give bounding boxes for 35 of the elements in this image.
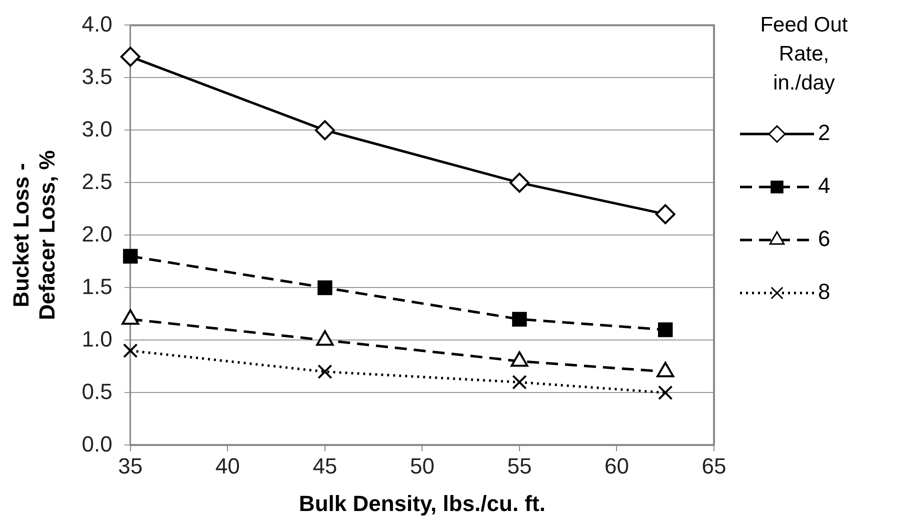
point	[318, 364, 332, 380]
legend-label: 4	[818, 173, 830, 198]
y-tick-label: 3.5	[82, 64, 112, 89]
y-tick-label: 0.5	[82, 378, 112, 404]
x-tick-label: 55	[507, 453, 532, 478]
point	[512, 374, 527, 390]
point	[123, 248, 138, 264]
x-tick-label: 60	[604, 453, 629, 478]
point	[318, 280, 332, 296]
y-tick-label: 2.0	[82, 221, 112, 246]
point	[509, 172, 530, 193]
legend-label: 8	[818, 279, 830, 304]
x-axis-title: Bulk Density, lbs./cu. ft.	[298, 490, 546, 516]
legend-title: Feed Out Rate, in./day	[760, 13, 848, 94]
legend-label: 2	[818, 120, 830, 146]
x-tick-label: 50	[410, 453, 434, 478]
x-tick-label: 40	[215, 453, 240, 478]
y-tick-label: 0.0	[82, 431, 112, 456]
y-axis-title: Bucket Loss - Defacer Loss, %	[8, 150, 60, 320]
y-tick-label: 4.0	[82, 11, 112, 36]
point	[658, 385, 673, 400]
y-tick-label: 1.0	[82, 326, 112, 352]
point	[314, 120, 335, 140]
y-tick-label: 1.5	[82, 274, 112, 299]
y-tick-label: 3.0	[82, 116, 112, 142]
point	[658, 322, 673, 338]
x-tick-label: 35	[118, 453, 143, 478]
point	[120, 46, 140, 67]
point	[512, 312, 527, 327]
y-tick-label: 2.5	[82, 168, 112, 194]
x-tick-label: 45	[312, 453, 338, 478]
x-tick-label: 65	[702, 453, 726, 478]
point	[123, 343, 138, 358]
legend-label: 6	[818, 226, 830, 252]
point	[655, 204, 676, 224]
